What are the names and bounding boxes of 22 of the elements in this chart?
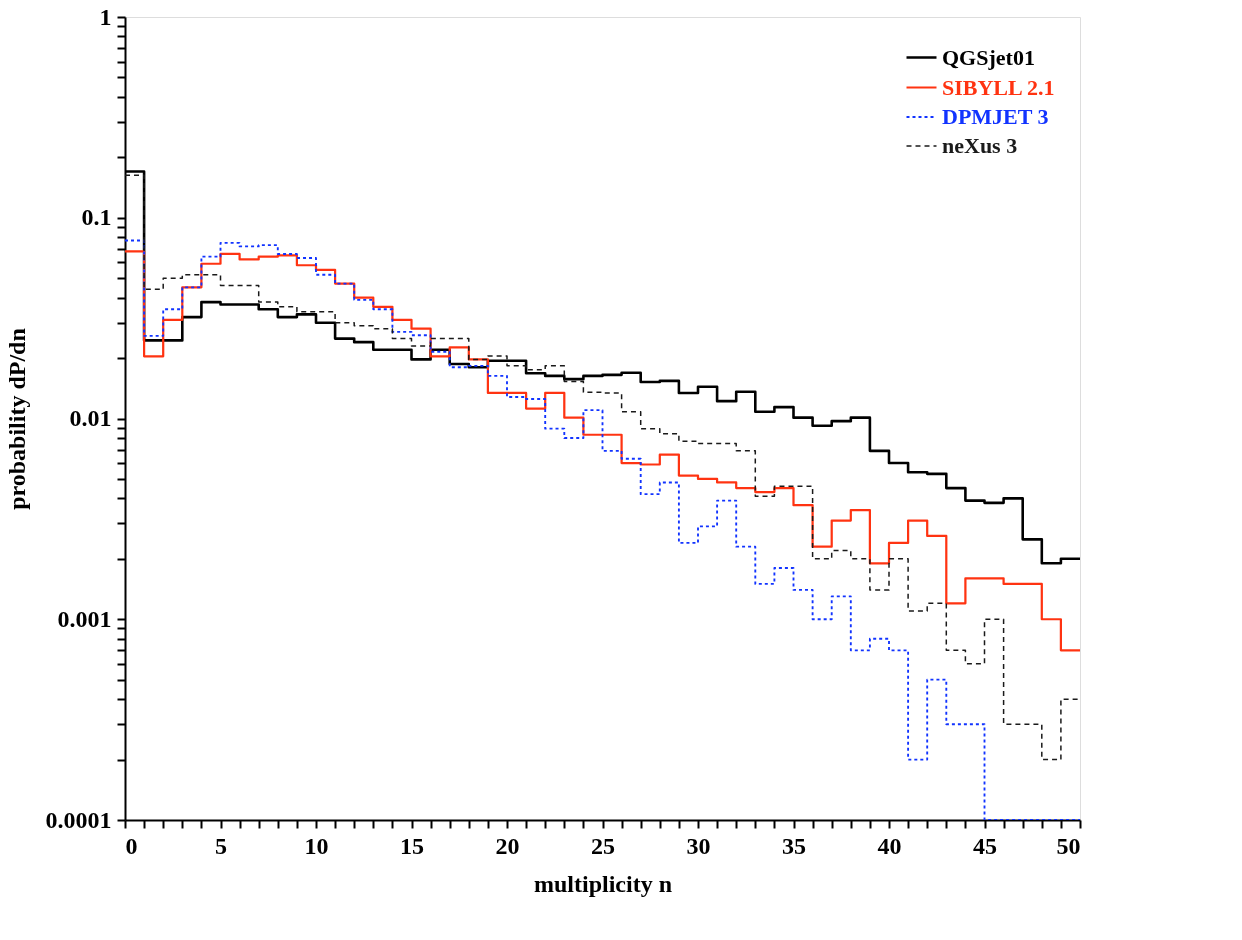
x-tick-label: 35 bbox=[782, 832, 806, 859]
x-tick-label: 45 bbox=[973, 832, 997, 859]
y-tick-label: 0.01 bbox=[69, 405, 112, 431]
legend-label: neXus 3 bbox=[942, 133, 1018, 158]
legend-label: QGSjet01 bbox=[942, 44, 1035, 70]
x-tick-label: 5 bbox=[215, 832, 227, 859]
y-tick-label: 0.1 bbox=[81, 204, 112, 231]
legend-label: SIBYLL 2.1 bbox=[942, 74, 1055, 100]
x-axis-title: multiplicity n bbox=[533, 870, 673, 897]
x-tick-label: 50 bbox=[1056, 832, 1081, 859]
x-tick-label: 0 bbox=[125, 832, 138, 859]
x-tick-label: 10 bbox=[304, 832, 329, 859]
y-axis-title: probability dP/dn bbox=[3, 328, 30, 510]
x-tick-label: 30 bbox=[686, 832, 711, 859]
y-tick-label: 0.001 bbox=[57, 605, 112, 632]
legend-label: DPMJET 3 bbox=[942, 104, 1049, 129]
x-tick-label: 20 bbox=[495, 832, 520, 859]
x-tick-label: 25 bbox=[591, 832, 615, 859]
y-tick-label: 1 bbox=[99, 3, 112, 30]
y-tick-label: 0.0001 bbox=[45, 806, 112, 833]
x-tick-label: 15 bbox=[400, 832, 424, 859]
x-tick-label: 40 bbox=[877, 832, 902, 859]
